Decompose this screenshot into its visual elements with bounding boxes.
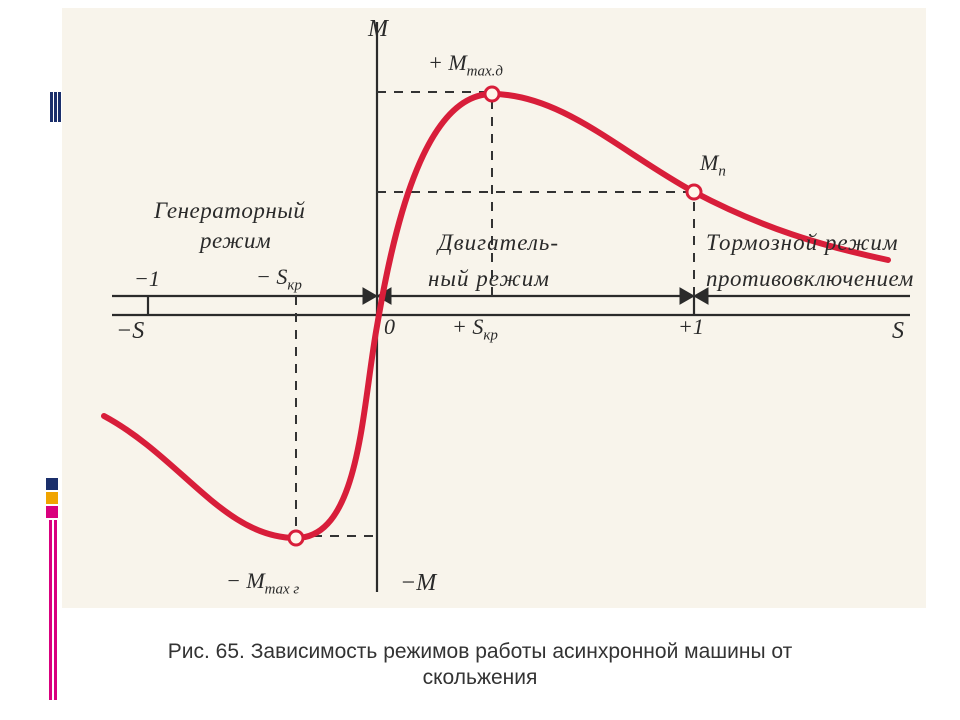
label-y-bot: −M: [400, 570, 436, 597]
label-x-right: S: [892, 318, 904, 345]
label-skr-pos: + Sкр: [452, 314, 498, 344]
figure-caption-line2: скольжения: [0, 666, 960, 690]
label-origin-zero: 0: [384, 314, 395, 340]
slide-marker-top: [50, 92, 62, 122]
label-motor-1: Двигатель-: [438, 230, 559, 256]
label-x-left: −S: [116, 318, 144, 345]
label-generator-1: Генераторный: [154, 198, 305, 224]
label-y-top: M: [368, 16, 388, 43]
label-pos1: +1: [678, 314, 704, 340]
label-brake-2: противовключением: [706, 266, 914, 292]
label-generator-2: режим: [200, 228, 271, 254]
slide-marker-bottom: [46, 478, 64, 700]
figure-caption-line1: Рис. 65. Зависимость режимов работы асин…: [0, 640, 960, 664]
label-brake-1: Тормозной режим: [706, 230, 899, 256]
label-motor-2: ный режим: [428, 266, 550, 292]
plot-svg: [0, 0, 960, 720]
label-mmax-d: + Mmax.д: [428, 50, 503, 80]
label-neg1: −1: [134, 266, 160, 292]
label-mn: Mn: [700, 150, 726, 180]
figure-stage: M −M S −S 0 −1 +1 − Sкр + Sкр + Mmax.д M…: [0, 0, 960, 720]
label-skr-neg: − Sкр: [256, 264, 302, 294]
label-mmax-g: − Mmax г: [226, 568, 299, 598]
